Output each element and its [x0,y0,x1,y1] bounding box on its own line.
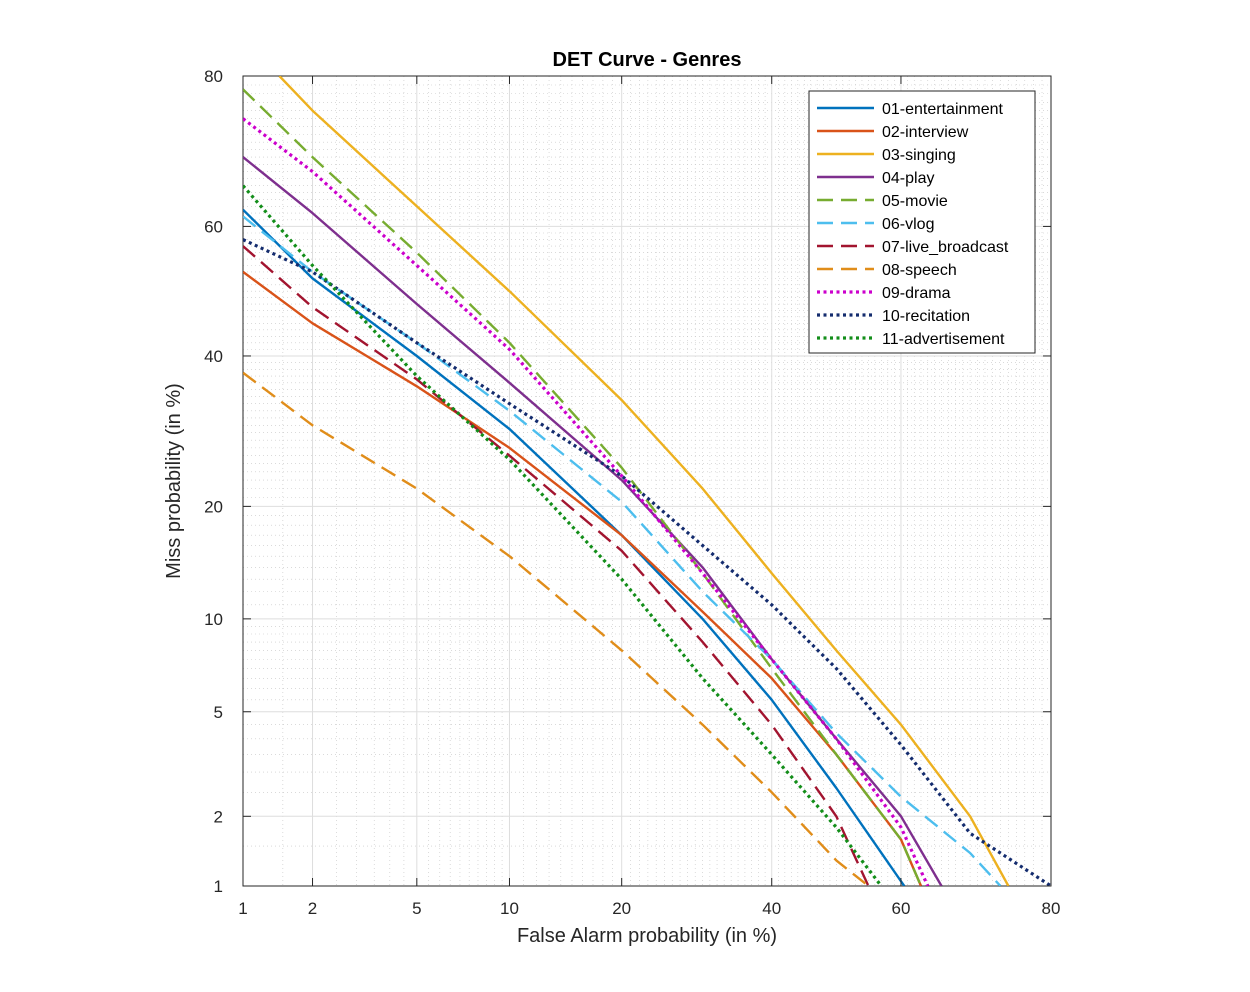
grid [243,76,1051,886]
x-tick-label: 80 [1042,899,1061,918]
x-tick-label: 10 [500,899,519,918]
series-line-11-advertisement [243,184,883,886]
series-line-10-recitation [243,238,1051,886]
legend-label-10-recitation: 10-recitation [882,308,970,325]
legend-label-03-singing: 03-singing [882,147,956,164]
plot-area-frame [242,75,1052,887]
y-tick-label: 60 [204,217,223,236]
x-tick-label: 2 [308,899,317,918]
series-line-08-speech [243,371,870,886]
y-tick-label: 1 [214,877,223,896]
legend-label-01-entertainment: 01-entertainment [882,101,1004,118]
y-tick-label: 40 [204,347,223,366]
legend: 01-entertainment 02-interview 03-singing 04… [808,90,1036,354]
series-line-03-singing [278,76,1010,886]
y-tick-label: 10 [204,610,223,629]
x-tick-label: 1 [238,899,247,918]
chart-title: DET Curve - Genres [553,49,742,71]
x-tick-label: 20 [612,899,631,918]
x-tick-label: 60 [891,899,910,918]
y-tick-label: 20 [204,497,223,516]
y-tick-label: 5 [214,703,223,722]
series-line-06-vlog [243,215,1002,886]
y-tick-label: 2 [214,807,223,826]
series-line-04-play [243,156,943,886]
legend-label-04-play: 04-play [882,170,934,187]
axis-ticks: 1 2 5 10 20 40 60 80 1 2 5 10 20 40 60 80 [204,67,1060,918]
x-axis-label: False Alarm probability (in %) [517,925,777,947]
series-line-09-drama [243,117,930,886]
legend-label-07-live_broadcast: 07-live_broadcast [882,239,1009,256]
legend-label-05-movie: 05-movie [882,193,948,210]
y-tick-label: 80 [204,67,223,86]
legend-label-08-speech: 08-speech [882,262,957,279]
legend-label-11-advertisement: 11-advertisement [882,331,1005,348]
x-tick-label: 5 [412,899,421,918]
series-lines [243,76,1051,886]
legend-label-02-interview: 02-interview [882,124,969,141]
x-tick-label: 40 [762,899,781,918]
legend-label-09-drama: 09-drama [882,285,951,302]
series-line-05-movie [243,88,923,886]
series-line-07-live_broadcast [243,245,870,886]
legend-label-06-vlog: 06-vlog [882,216,934,233]
y-axis-label: Miss probability (in %) [163,383,185,579]
